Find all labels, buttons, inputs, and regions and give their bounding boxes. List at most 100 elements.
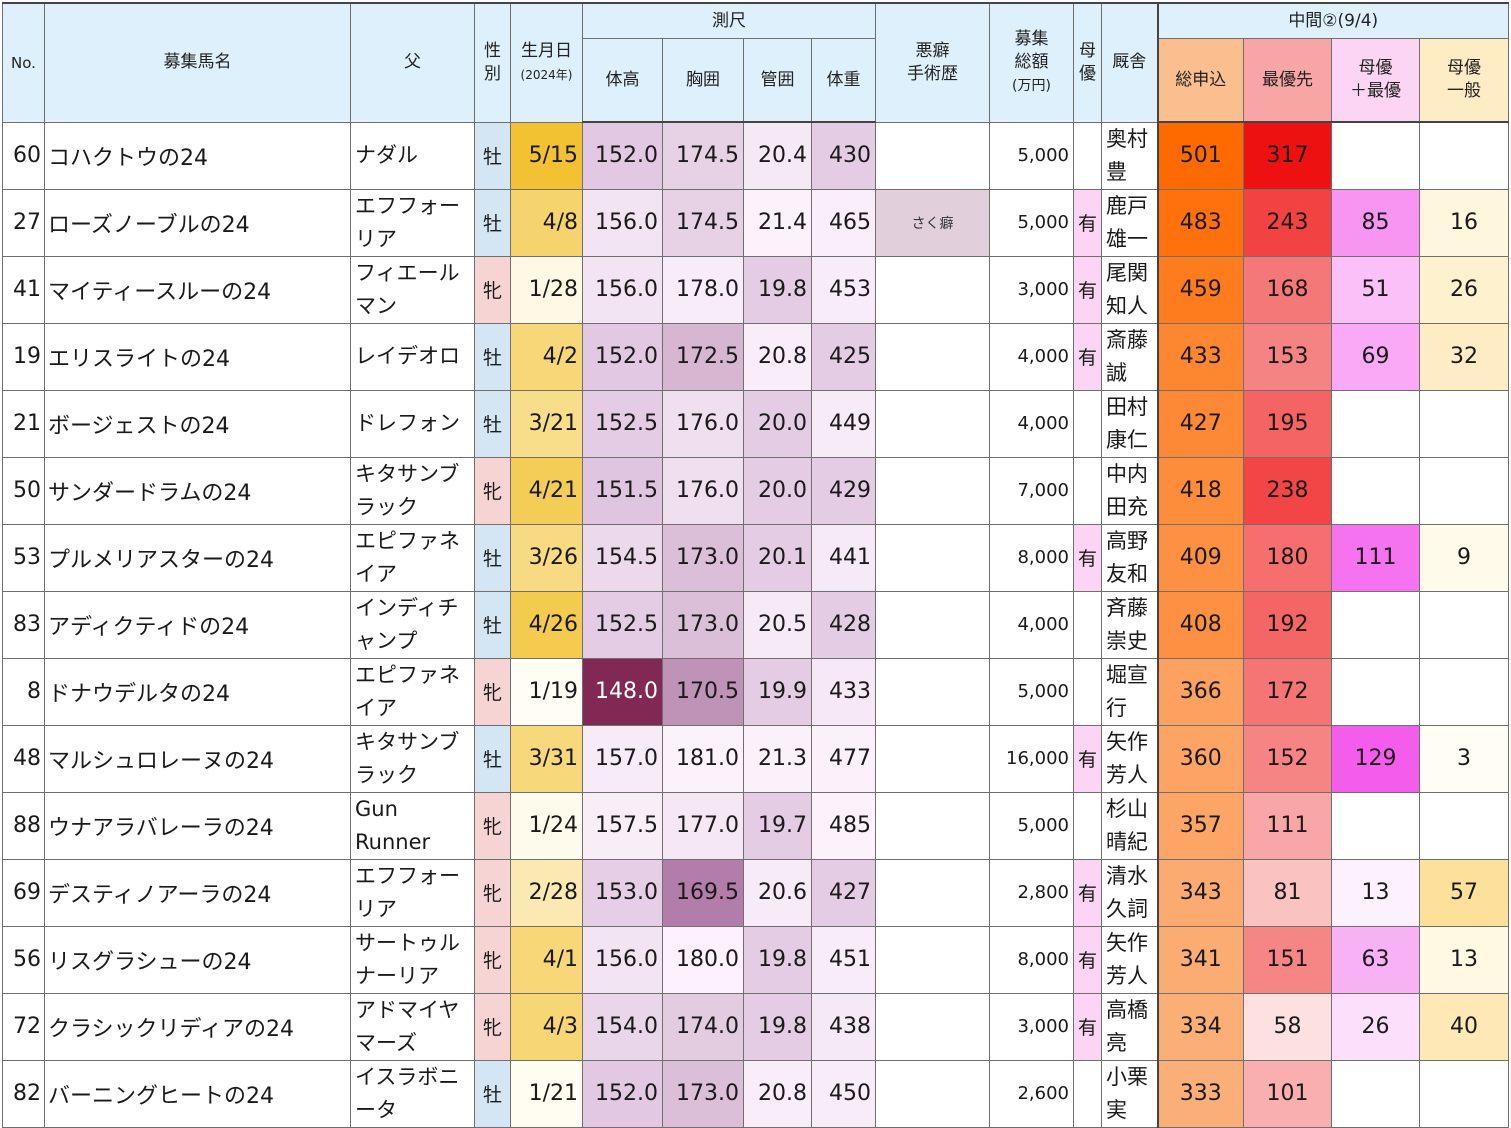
stable-name: 高野友和 <box>1101 523 1158 592</box>
sex-cell: 牡 <box>474 590 511 659</box>
priority-count: 195 <box>1243 389 1332 458</box>
dam-general-count <box>1419 590 1509 659</box>
weight-value: 485 <box>811 791 876 860</box>
header-sex-line1: 性 <box>484 40 501 61</box>
apply-total: 459 <box>1156 255 1244 324</box>
header-dg-line2: 一般 <box>1447 81 1481 101</box>
dam-general-count: 32 <box>1419 322 1509 391</box>
dam-priority-count <box>1331 657 1420 726</box>
header-apply-total: 総申込 <box>1156 38 1244 123</box>
dam-pref-cell <box>1073 389 1102 458</box>
stable-name: 矢作芳人 <box>1101 724 1158 793</box>
sex-cell: 牝 <box>474 255 511 324</box>
chest-value: 174.5 <box>662 188 744 257</box>
priority-count: 243 <box>1243 188 1332 257</box>
vice-cell <box>875 1059 990 1128</box>
stable-name: 小栗実 <box>1101 1059 1158 1128</box>
horse-name: ローズノーブルの24 <box>44 188 351 257</box>
vice-cell <box>875 590 990 659</box>
dam-priority-count <box>1331 121 1420 190</box>
vice-cell <box>875 523 990 592</box>
dam-pref-cell: 有 <box>1073 925 1102 994</box>
height-value: 152.0 <box>582 121 663 190</box>
vice-cell <box>875 992 990 1061</box>
chest-value: 180.0 <box>662 925 744 994</box>
apply-total: 360 <box>1156 724 1244 793</box>
header-sex-line2: 別 <box>484 63 501 84</box>
birth-date: 1/28 <box>510 255 583 324</box>
header-measure: 測尺 <box>582 2 876 39</box>
stable-name: 斎藤誠 <box>1101 322 1158 391</box>
header-birth-year: (2024年) <box>520 67 573 82</box>
sire-name: ドレフォン <box>350 389 475 458</box>
table-row: 72 クラシックリディアの24 アドマイヤマーズ牝 4/3 154.0 174.0 19.8… <box>2 992 1509 1061</box>
weight-value: 427 <box>811 858 876 927</box>
total-amount: 4,000 <box>989 389 1074 458</box>
dam-priority-count: 63 <box>1331 925 1420 994</box>
weight-value: 428 <box>811 590 876 659</box>
row-no: 48 <box>2 724 45 793</box>
total-amount: 5,000 <box>989 188 1074 257</box>
apply-total: 433 <box>1156 322 1244 391</box>
apply-total: 333 <box>1156 1059 1244 1128</box>
total-amount: 5,000 <box>989 657 1074 726</box>
cannon-value: 20.1 <box>743 523 812 592</box>
cannon-value: 20.8 <box>743 1059 812 1128</box>
header-cannon: 管囲 <box>743 38 812 123</box>
stable-name: 鹿戸雄一 <box>1101 188 1158 257</box>
priority-count: 172 <box>1243 657 1332 726</box>
vice-cell <box>875 389 990 458</box>
sire-name: ナダル <box>350 121 475 190</box>
total-amount: 8,000 <box>989 925 1074 994</box>
row-no: 69 <box>2 858 45 927</box>
dam-pref-cell <box>1073 657 1102 726</box>
vice-cell <box>875 858 990 927</box>
header-dam-line1: 母 <box>1079 40 1096 61</box>
dam-general-count <box>1419 791 1509 860</box>
header-name: 募集馬名 <box>44 2 351 123</box>
priority-count: 153 <box>1243 322 1332 391</box>
horse-name: エリスライトの24 <box>44 322 351 391</box>
dam-general-count: 40 <box>1419 992 1509 1061</box>
dam-pref-cell <box>1073 791 1102 860</box>
header-dg-line1: 母優 <box>1447 58 1481 79</box>
dam-general-count <box>1419 121 1509 190</box>
row-no: 27 <box>2 188 45 257</box>
dam-priority-count <box>1331 791 1420 860</box>
apply-total: 366 <box>1156 657 1244 726</box>
chest-value: 170.5 <box>662 657 744 726</box>
total-amount: 3,000 <box>989 255 1074 324</box>
weight-value: 465 <box>811 188 876 257</box>
vice-cell <box>875 657 990 726</box>
stable-name: 田村康仁 <box>1101 389 1158 458</box>
row-no: 56 <box>2 925 45 994</box>
dam-priority-count <box>1331 1059 1420 1128</box>
dam-general-count <box>1419 456 1509 525</box>
sex-cell: 牡 <box>474 724 511 793</box>
total-amount: 7,000 <box>989 456 1074 525</box>
cannon-value: 20.4 <box>743 121 812 190</box>
horse-name: マルシュロレーヌの24 <box>44 724 351 793</box>
dam-pref-cell: 有 <box>1073 992 1102 1061</box>
vice-cell <box>875 255 990 324</box>
height-value: 152.5 <box>582 590 663 659</box>
dam-pref-cell: 有 <box>1073 188 1102 257</box>
cannon-value: 20.6 <box>743 858 812 927</box>
priority-count: 111 <box>1243 791 1332 860</box>
birth-date: 4/8 <box>510 188 583 257</box>
birth-date: 4/3 <box>510 992 583 1061</box>
dam-pref-cell: 有 <box>1073 858 1102 927</box>
sire-name: レイデオロ <box>350 322 475 391</box>
priority-count: 192 <box>1243 590 1332 659</box>
header-dam-general: 母優 一般 <box>1419 38 1509 123</box>
stable-name: 杉山晴紀 <box>1101 791 1158 860</box>
header-total-line1: 募集 <box>1014 29 1049 50</box>
header-dam-priority: 母優 ＋最優 <box>1331 38 1420 123</box>
sire-name: エフフォーリア <box>350 858 475 927</box>
birth-date: 4/2 <box>510 322 583 391</box>
header-dp-line1: 母優 <box>1358 58 1393 79</box>
total-amount: 8,000 <box>989 523 1074 592</box>
cannon-value: 19.8 <box>743 255 812 324</box>
dam-pref-cell: 有 <box>1073 724 1102 793</box>
apply-total: 343 <box>1156 858 1244 927</box>
